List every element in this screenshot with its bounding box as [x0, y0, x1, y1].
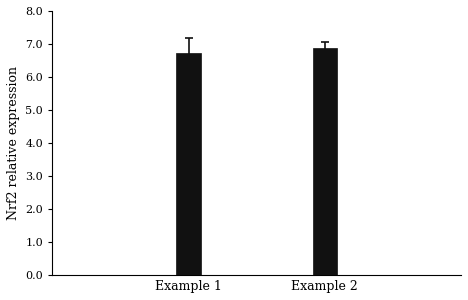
Bar [176, 53, 201, 275]
Bar [313, 48, 337, 275]
Y-axis label: Nrf2 relative expression: Nrf2 relative expression [7, 66, 20, 220]
